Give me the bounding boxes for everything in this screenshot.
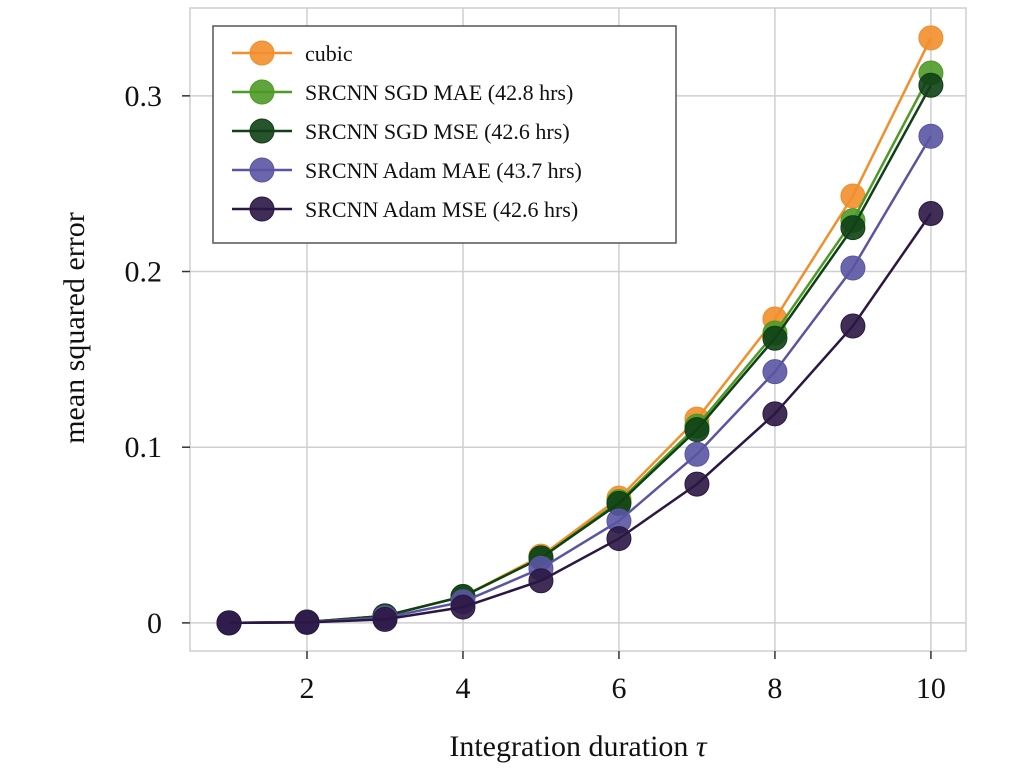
legend-label: cubic xyxy=(305,41,353,66)
data-point xyxy=(294,609,320,635)
data-point xyxy=(762,401,788,427)
data-point xyxy=(840,255,866,281)
legend-item-5: SRCNN Adam MSE (42.6 hrs) xyxy=(232,196,578,222)
data-point xyxy=(918,201,944,227)
data-point xyxy=(918,123,944,149)
x-axis-label: Integration duration xyxy=(449,730,688,763)
legend-item-3: SRCNN SGD MSE (42.6 hrs) xyxy=(232,118,570,144)
series-group xyxy=(216,25,944,636)
legend-label: SRCNN Adam MAE (43.7 hrs) xyxy=(305,158,582,183)
legend-marker xyxy=(249,40,275,66)
series-line xyxy=(228,212,932,625)
x-axis-title: Integration duration τ xyxy=(449,730,708,763)
x-tick-label: 10 xyxy=(916,672,946,705)
legend-label: SRCNN SGD MSE (42.6 hrs) xyxy=(305,119,570,144)
series-5 xyxy=(216,201,944,636)
legend: cubic SRCNN SGD MAE (42.8 hrs) SRCNN SGD M… xyxy=(212,25,677,244)
x-tick-label: 6 xyxy=(611,672,626,705)
plot-frame xyxy=(189,7,967,652)
data-point xyxy=(684,441,710,467)
x-tick-label: 8 xyxy=(767,672,782,705)
plot-border xyxy=(189,7,967,652)
data-point xyxy=(762,359,788,385)
data-point xyxy=(762,325,788,351)
data-point xyxy=(528,568,554,594)
x-tick-label: 2 xyxy=(299,672,314,705)
data-point xyxy=(684,471,710,497)
legend-marker xyxy=(249,157,275,183)
legend-marker xyxy=(249,79,275,105)
legend-item-4: SRCNN Adam MAE (43.7 hrs) xyxy=(232,157,582,183)
legend-marker xyxy=(249,118,275,144)
y-tick-label: 0 xyxy=(147,607,162,640)
legend-label: SRCNN Adam MSE (42.6 hrs) xyxy=(305,197,578,222)
y-axis: 0 0.1 0.2 0.3 xyxy=(125,80,190,640)
y-axis-title: mean squared error xyxy=(58,212,91,444)
data-point xyxy=(918,25,944,51)
data-point xyxy=(684,417,710,443)
y-tick-label: 0.1 xyxy=(125,431,163,464)
legend-marker xyxy=(249,196,275,222)
data-point xyxy=(372,606,398,632)
x-tick-label: 4 xyxy=(455,672,470,705)
data-point xyxy=(918,72,944,98)
data-point xyxy=(840,215,866,241)
legend-box xyxy=(212,25,677,244)
x-axis-symbol: τ xyxy=(696,730,708,763)
y-tick-label: 0.2 xyxy=(125,256,163,289)
legend-item-2: SRCNN SGD MAE (42.8 hrs) xyxy=(232,79,573,105)
legend-label: SRCNN SGD MAE (42.8 hrs) xyxy=(305,80,573,105)
data-point xyxy=(450,594,476,620)
data-point xyxy=(216,610,242,636)
data-point xyxy=(606,526,632,552)
y-tick-label: 0.3 xyxy=(125,80,163,113)
data-point xyxy=(840,313,866,339)
x-axis: 2 4 6 8 10 xyxy=(299,651,946,705)
legend-item-1: cubic xyxy=(232,40,353,66)
